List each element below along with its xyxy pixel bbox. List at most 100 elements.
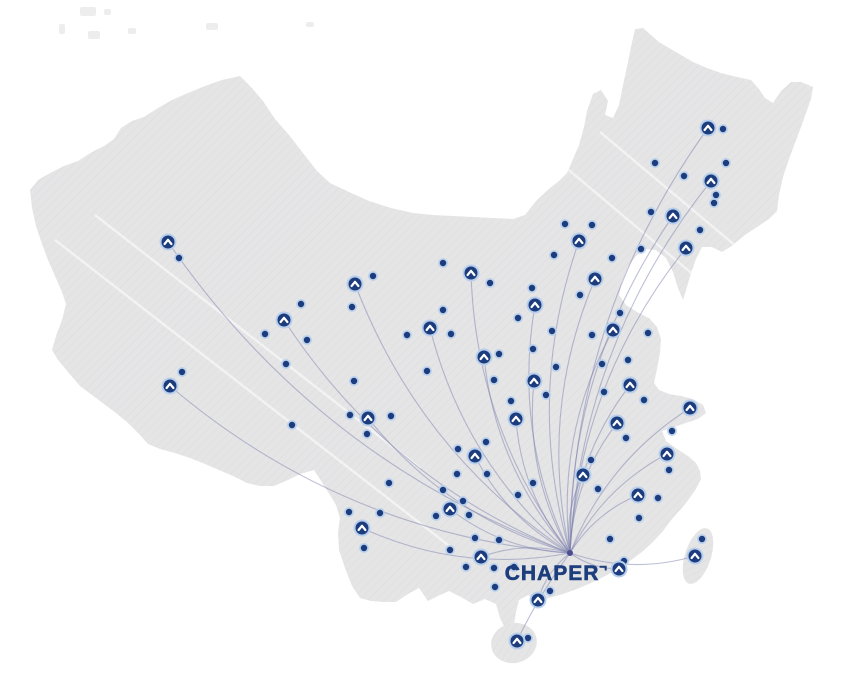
city-marker[interactable] xyxy=(610,560,628,578)
hub-group: CHAPER¬ xyxy=(504,550,607,585)
city-dot xyxy=(486,279,494,287)
city-marker[interactable] xyxy=(472,548,490,566)
city-marker[interactable] xyxy=(275,311,293,329)
city-dot xyxy=(490,376,498,384)
city-marker-core xyxy=(474,550,488,564)
city-marker-core xyxy=(355,521,369,535)
city-marker[interactable] xyxy=(526,296,544,314)
city-marker-core xyxy=(464,266,478,280)
city-marker[interactable] xyxy=(677,239,695,257)
city-dot xyxy=(616,309,624,317)
city-dot xyxy=(297,300,305,308)
city-marker[interactable] xyxy=(462,264,480,282)
city-dot xyxy=(644,329,652,337)
route-line xyxy=(474,455,571,554)
city-dot xyxy=(637,245,645,253)
route-line xyxy=(569,453,668,554)
city-marker-core xyxy=(688,549,702,563)
city-marker[interactable] xyxy=(574,466,592,484)
city-marker-core xyxy=(348,277,362,291)
city-marker-core xyxy=(679,241,693,255)
city-marker[interactable] xyxy=(621,376,639,394)
city-marker-core xyxy=(701,121,715,135)
chevron-up-icon xyxy=(685,404,695,412)
city-marker[interactable] xyxy=(681,399,699,417)
chevron-up-icon xyxy=(533,596,543,604)
city-dot xyxy=(282,360,290,368)
chevron-up-icon xyxy=(578,471,588,479)
route-line xyxy=(569,552,696,566)
city-dot xyxy=(594,485,602,493)
city-dot xyxy=(507,397,515,405)
city-marker[interactable] xyxy=(421,319,439,337)
city-dot xyxy=(529,345,537,353)
city-dot xyxy=(175,254,183,262)
chevron-up-icon xyxy=(165,382,175,390)
city-marker-core xyxy=(588,272,602,286)
route-lines xyxy=(167,127,712,642)
city-dot xyxy=(447,330,455,338)
city-dot xyxy=(608,254,616,262)
city-marker[interactable] xyxy=(525,372,543,390)
city-marker[interactable] xyxy=(608,414,626,432)
route-line xyxy=(354,283,571,554)
city-marker[interactable] xyxy=(658,445,676,463)
chevron-up-icon xyxy=(425,324,435,332)
city-dot xyxy=(665,466,673,474)
city-marker[interactable] xyxy=(159,233,177,251)
city-dot xyxy=(576,291,584,299)
hub-point xyxy=(567,550,573,556)
city-marker[interactable] xyxy=(475,348,493,366)
route-line xyxy=(361,527,571,561)
city-dot xyxy=(561,220,569,228)
city-dot xyxy=(600,388,608,396)
city-dot xyxy=(546,587,554,595)
city-markers xyxy=(159,119,720,650)
city-marker[interactable] xyxy=(664,207,682,225)
city-dot xyxy=(528,284,536,292)
city-marker[interactable] xyxy=(507,410,525,428)
city-dot xyxy=(640,396,648,404)
city-marker[interactable] xyxy=(702,172,720,190)
city-dot xyxy=(303,336,311,344)
city-dot xyxy=(403,331,411,339)
city-dot xyxy=(719,125,727,133)
chevron-up-icon xyxy=(706,177,716,185)
city-dot xyxy=(668,427,676,435)
chevron-up-icon xyxy=(529,377,539,385)
city-dot xyxy=(712,191,720,199)
city-dot xyxy=(495,350,503,358)
city-marker[interactable] xyxy=(604,321,622,339)
chevron-up-icon xyxy=(476,553,486,561)
city-marker-core xyxy=(277,313,291,327)
city-dot xyxy=(462,563,470,571)
map-land xyxy=(30,28,813,664)
city-marker[interactable] xyxy=(586,270,604,288)
city-dot xyxy=(552,363,560,371)
city-marker[interactable] xyxy=(441,500,459,518)
city-marker[interactable] xyxy=(353,519,371,537)
city-marker[interactable] xyxy=(161,377,179,395)
city-dot xyxy=(360,544,368,552)
city-marker[interactable] xyxy=(570,232,588,250)
city-dot xyxy=(453,470,461,478)
city-marker[interactable] xyxy=(346,275,364,293)
city-marker-core xyxy=(660,447,674,461)
city-marker[interactable] xyxy=(699,119,717,137)
city-marker[interactable] xyxy=(466,447,484,465)
city-marker-core xyxy=(606,323,620,337)
route-line xyxy=(558,278,596,554)
city-dot xyxy=(439,259,447,267)
chevron-up-icon xyxy=(633,491,643,499)
route-line xyxy=(283,319,571,554)
city-dot xyxy=(698,535,706,543)
city-marker[interactable] xyxy=(629,486,647,504)
city-marker[interactable] xyxy=(686,547,704,565)
city-marker[interactable] xyxy=(529,591,547,609)
city-marker[interactable] xyxy=(359,409,377,427)
city-dot xyxy=(588,221,596,229)
city-dot xyxy=(651,159,659,167)
route-line xyxy=(569,180,712,554)
chevron-up-icon xyxy=(614,565,624,573)
city-marker[interactable] xyxy=(508,632,526,650)
